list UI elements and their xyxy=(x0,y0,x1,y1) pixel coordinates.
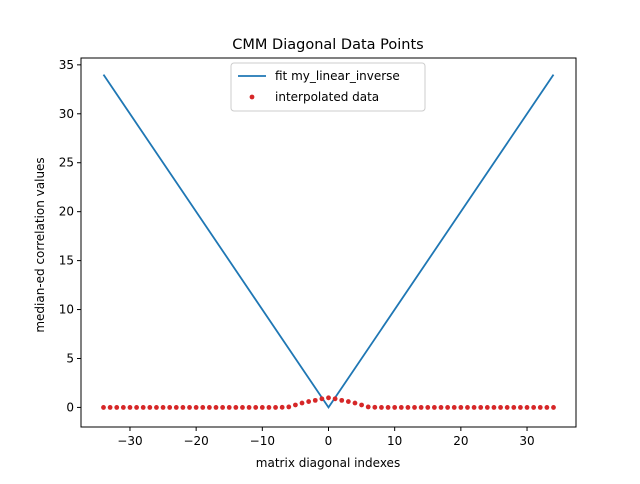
data-point xyxy=(253,405,259,410)
y-tick-label: 25 xyxy=(59,156,74,170)
data-point xyxy=(412,405,417,410)
data-point xyxy=(187,405,192,410)
plot-frame xyxy=(80,57,577,428)
data-point xyxy=(544,405,550,410)
data-point xyxy=(259,405,265,410)
data-point xyxy=(352,400,358,406)
data-point xyxy=(127,405,133,410)
y-tick-label: 10 xyxy=(59,303,74,317)
data-point xyxy=(220,405,226,410)
x-tick-label: 10 xyxy=(387,434,402,448)
data-point xyxy=(418,405,424,410)
data-point xyxy=(293,402,298,408)
data-point xyxy=(478,405,484,410)
data-point xyxy=(246,405,252,410)
data-point xyxy=(484,405,490,410)
data-point xyxy=(405,405,411,410)
data-point xyxy=(465,405,470,410)
data-point xyxy=(233,405,239,410)
chart-title: CMM Diagonal Data Points xyxy=(232,37,423,53)
x-tick-label: 30 xyxy=(519,434,534,448)
data-point xyxy=(107,405,113,410)
legend: fit my_linear_inverse interpolated data xyxy=(230,62,426,112)
data-point xyxy=(120,405,126,410)
data-point xyxy=(491,405,497,410)
data-point xyxy=(134,405,139,410)
data-point xyxy=(398,405,404,410)
data-point xyxy=(372,404,378,410)
data-point xyxy=(326,395,331,401)
data-point xyxy=(286,404,292,410)
data-point xyxy=(140,405,146,410)
data-point xyxy=(537,405,543,410)
data-point xyxy=(173,405,179,410)
data-point xyxy=(518,405,523,410)
data-point xyxy=(200,405,206,410)
data-point xyxy=(524,405,530,410)
data-point xyxy=(114,405,120,410)
data-point xyxy=(167,405,173,410)
y-tick-label: 15 xyxy=(59,254,74,268)
data-point xyxy=(359,402,364,408)
y-tick-label: 5 xyxy=(66,351,74,365)
legend-frame xyxy=(230,62,426,112)
data-point xyxy=(332,396,338,402)
x-tick-label: 0 xyxy=(325,434,333,448)
data-point xyxy=(471,405,477,410)
data-point xyxy=(451,405,457,410)
data-point xyxy=(511,405,517,410)
data-point xyxy=(240,405,245,410)
x-tick-label: −20 xyxy=(183,434,208,448)
x-tick-label: 20 xyxy=(453,434,468,448)
axes: −30 −20 −10 0 10 20 30 0 5 10 15 20 25 30 35 xyxy=(59,57,577,448)
data-point xyxy=(498,405,503,410)
data-point xyxy=(226,405,232,410)
data-point xyxy=(180,405,186,410)
data-point xyxy=(147,405,153,410)
y-tick-label: 30 xyxy=(59,107,74,121)
data-point xyxy=(551,405,556,410)
data-point xyxy=(101,405,106,410)
x-tick-label: −10 xyxy=(250,434,275,448)
data-point xyxy=(458,405,464,410)
data-point xyxy=(365,404,371,410)
data-point xyxy=(279,404,285,410)
data-point xyxy=(431,405,437,410)
legend-point-swatch xyxy=(249,94,255,100)
data-point xyxy=(392,405,398,410)
x-tick-label: −30 xyxy=(117,434,142,448)
data-point xyxy=(345,399,351,404)
data-point xyxy=(160,405,166,410)
data-point xyxy=(339,397,345,403)
data-point xyxy=(213,405,219,410)
data-point xyxy=(193,405,199,410)
data-point xyxy=(154,405,159,410)
legend-label: fit my_linear_inverse xyxy=(275,69,400,83)
data-point xyxy=(312,397,318,403)
data-point xyxy=(273,405,278,410)
data-point xyxy=(425,405,431,410)
data-point xyxy=(266,405,272,410)
data-point xyxy=(306,399,312,404)
legend-label: interpolated data xyxy=(275,90,379,104)
fit-line-series xyxy=(102,74,555,410)
plot-area xyxy=(101,74,556,410)
y-tick-label: 20 xyxy=(59,205,74,219)
y-axis-title: median-ed correlation values xyxy=(33,157,47,332)
data-point xyxy=(445,405,451,410)
data-point xyxy=(385,405,391,410)
x-axis-title: matrix diagonal indexes xyxy=(256,456,400,470)
data-point xyxy=(299,400,305,406)
data-point xyxy=(379,405,384,410)
y-tick-label: 35 xyxy=(59,58,74,72)
data-point xyxy=(438,405,444,410)
data-point xyxy=(531,405,537,410)
data-point xyxy=(206,405,212,410)
y-tick-label: 0 xyxy=(66,400,74,414)
data-point xyxy=(504,405,510,410)
data-point xyxy=(319,396,325,402)
